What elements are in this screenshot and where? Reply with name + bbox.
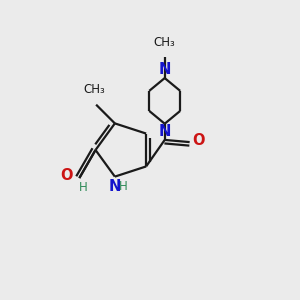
Text: H: H: [80, 181, 88, 194]
Text: N: N: [158, 124, 171, 140]
Text: CH₃: CH₃: [84, 83, 106, 96]
Text: H: H: [119, 179, 128, 193]
Text: N: N: [158, 62, 171, 77]
Text: CH₃: CH₃: [154, 36, 176, 49]
Text: O: O: [61, 168, 73, 183]
Text: N: N: [109, 178, 121, 194]
Text: O: O: [192, 133, 205, 148]
